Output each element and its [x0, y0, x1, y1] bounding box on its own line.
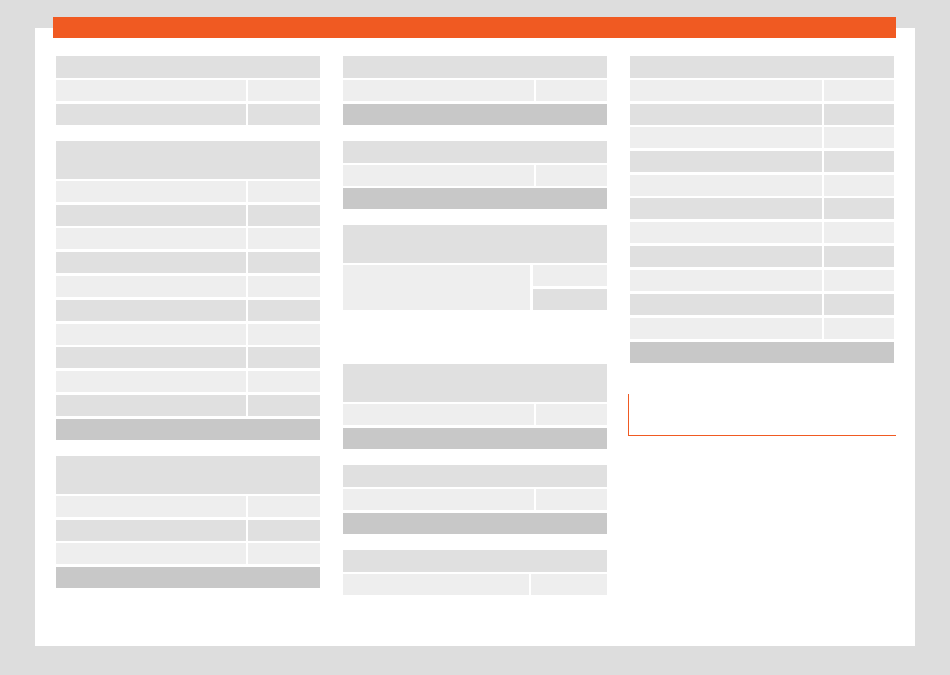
table-cell-value	[824, 246, 894, 267]
table-cell-label	[56, 496, 246, 517]
table-cell-label	[343, 165, 534, 186]
table-cell-label	[56, 543, 246, 564]
table-header	[56, 56, 320, 78]
table-cell-label	[630, 175, 822, 196]
table-cell-label	[630, 318, 822, 339]
table-cell-value	[533, 289, 607, 310]
table-cell-value	[536, 489, 607, 510]
table-cell-label	[343, 404, 534, 425]
table-header	[343, 550, 607, 572]
table-header	[343, 364, 607, 402]
table-cell-label	[630, 127, 822, 148]
table-cell-label	[630, 80, 822, 101]
table-cell-label	[343, 489, 534, 510]
table-cell-value	[248, 252, 320, 273]
table-cell-label	[56, 347, 246, 368]
table-header	[56, 141, 320, 179]
table-cell-value	[248, 104, 320, 125]
table-footer	[343, 428, 607, 449]
table-cell-value	[248, 181, 320, 202]
table-footer	[343, 513, 607, 534]
header-accent-bar	[53, 17, 896, 38]
table-cell-value	[248, 324, 320, 345]
table-cell-label	[343, 265, 530, 310]
table-cell-value	[248, 300, 320, 321]
table-cell-value	[533, 265, 607, 286]
table-cell-value	[248, 395, 320, 416]
table-cell-label	[630, 294, 822, 315]
table-header	[343, 225, 607, 263]
table-cell-value	[248, 347, 320, 368]
table-cell-value	[824, 270, 894, 291]
table-cell-value	[824, 175, 894, 196]
table-cell-value	[824, 80, 894, 101]
table-header	[343, 56, 607, 78]
table-footer	[56, 567, 320, 588]
table-cell-label	[630, 104, 822, 125]
note-bracket	[628, 394, 896, 436]
table-cell-label	[630, 270, 822, 291]
table-cell-label	[56, 228, 246, 249]
table-cell-value	[248, 496, 320, 517]
table-cell-value	[531, 574, 607, 595]
table-cell-value	[824, 222, 894, 243]
table-cell-value	[248, 276, 320, 297]
table-cell-value	[536, 165, 607, 186]
table-cell-value	[824, 198, 894, 219]
table-cell-label	[630, 246, 822, 267]
table-cell-value	[248, 520, 320, 541]
table-cell-label	[56, 80, 246, 101]
table-cell-label	[56, 371, 246, 392]
table-header	[343, 465, 607, 487]
table-cell-label	[56, 181, 246, 202]
table-header	[343, 141, 607, 163]
table-cell-label	[630, 198, 822, 219]
table-cell-label	[56, 324, 246, 345]
table-cell-label	[343, 574, 529, 595]
table-header	[630, 56, 894, 78]
table-cell-value	[824, 151, 894, 172]
table-cell-label	[56, 395, 246, 416]
table-cell-label	[56, 104, 246, 125]
table-cell-label	[56, 520, 246, 541]
table-cell-value	[824, 318, 894, 339]
table-cell-value	[824, 294, 894, 315]
table-cell-value	[248, 228, 320, 249]
table-cell-value	[536, 80, 607, 101]
table-cell-value	[824, 127, 894, 148]
table-header	[56, 456, 320, 494]
table-cell-value	[536, 404, 607, 425]
table-footer	[630, 342, 894, 363]
table-cell-value	[248, 371, 320, 392]
table-cell-value	[248, 205, 320, 226]
table-cell-value	[248, 543, 320, 564]
table-cell-label	[56, 300, 246, 321]
table-cell-value	[248, 80, 320, 101]
table-cell-label	[56, 276, 246, 297]
table-cell-label	[630, 151, 822, 172]
table-footer	[56, 419, 320, 440]
table-cell-value	[824, 104, 894, 125]
table-footer	[343, 188, 607, 209]
table-cell-label	[56, 205, 246, 226]
table-footer	[343, 104, 607, 125]
table-cell-label	[56, 252, 246, 273]
table-cell-label	[343, 80, 534, 101]
table-cell-label	[630, 222, 822, 243]
